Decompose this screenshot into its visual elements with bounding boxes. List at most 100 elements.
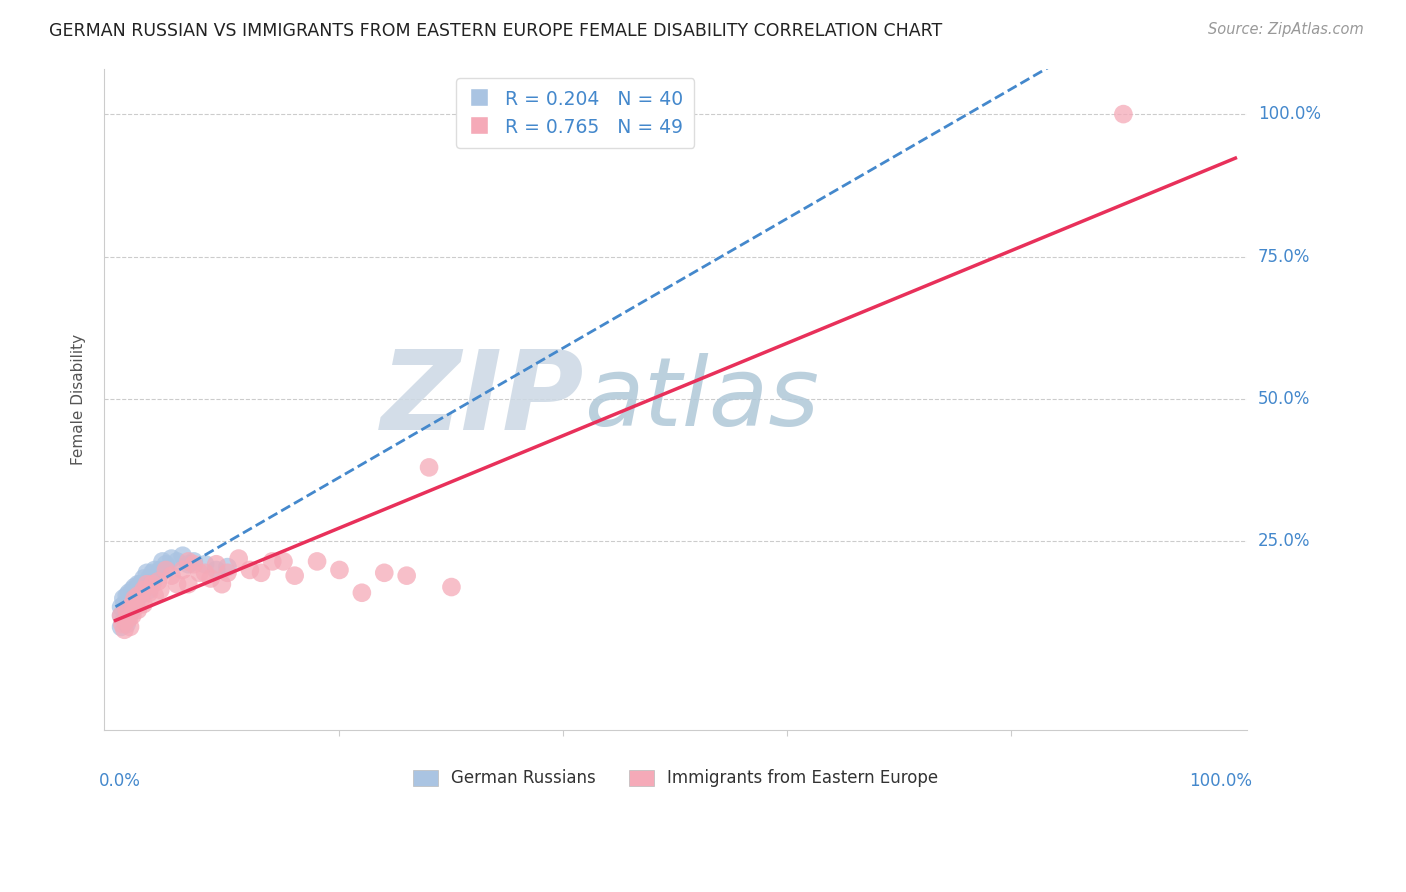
Point (114, 614, 136, 628)
Point (239, 563, 262, 577)
Text: 75.0%: 75.0% (1258, 248, 1310, 266)
Text: Source: ZipAtlas.com: Source: ZipAtlas.com (1208, 22, 1364, 37)
Point (250, 566, 273, 580)
Point (200, 572, 222, 586)
Point (115, 603, 138, 617)
Point (177, 558, 200, 572)
Text: atlas: atlas (583, 352, 820, 445)
Point (121, 582, 143, 597)
Point (138, 572, 160, 586)
Point (115, 589, 138, 603)
Point (194, 566, 217, 580)
Point (118, 586, 141, 600)
Point (135, 566, 157, 580)
Point (138, 586, 160, 600)
Point (114, 597, 136, 611)
Point (155, 563, 177, 577)
Point (112, 591, 135, 606)
Point (141, 577, 163, 591)
Point (149, 582, 172, 597)
Point (211, 577, 233, 591)
Point (228, 551, 250, 566)
Point (114, 611, 136, 625)
Text: 100.0%: 100.0% (1258, 105, 1320, 123)
Point (146, 574, 169, 589)
Point (127, 577, 149, 591)
Point (110, 608, 132, 623)
Point (121, 591, 143, 606)
Point (152, 554, 174, 568)
Text: GERMAN RUSSIAN VS IMMIGRANTS FROM EASTERN EUROPE FEMALE DISABILITY CORRELATION C: GERMAN RUSSIAN VS IMMIGRANTS FROM EASTER… (49, 22, 942, 40)
Point (328, 563, 350, 577)
Point (132, 597, 155, 611)
Point (110, 620, 132, 634)
Point (115, 617, 138, 632)
Text: 50.0%: 50.0% (1258, 390, 1310, 408)
Point (129, 594, 152, 608)
Point (149, 563, 172, 577)
Point (160, 551, 183, 566)
Point (138, 582, 160, 597)
Point (217, 560, 239, 574)
Point (132, 572, 155, 586)
Point (118, 606, 141, 620)
Point (114, 623, 136, 637)
Point (124, 591, 146, 606)
Text: ZIP: ZIP (381, 345, 583, 452)
Point (273, 554, 295, 568)
Point (115, 603, 138, 617)
Point (124, 599, 146, 614)
Point (118, 620, 141, 634)
Point (121, 608, 143, 623)
Text: 0.0%: 0.0% (98, 772, 141, 790)
Point (307, 554, 329, 568)
Point (141, 566, 163, 580)
Point (124, 589, 146, 603)
Point (129, 577, 152, 591)
Point (440, 580, 463, 594)
Point (177, 554, 200, 568)
Point (217, 566, 239, 580)
Point (1112, 107, 1135, 121)
Point (132, 582, 155, 597)
Point (194, 558, 217, 572)
Point (284, 568, 307, 582)
Point (166, 577, 188, 591)
Point (143, 563, 166, 577)
Point (418, 460, 440, 475)
Point (127, 586, 149, 600)
Point (262, 554, 284, 568)
Point (127, 603, 149, 617)
Point (127, 589, 149, 603)
Point (188, 566, 211, 580)
Point (183, 558, 205, 572)
Y-axis label: Female Disability: Female Disability (72, 334, 86, 465)
Point (172, 549, 194, 563)
Point (205, 558, 228, 572)
Legend: German Russians, Immigrants from Eastern Europe: German Russians, Immigrants from Eastern… (406, 763, 945, 794)
Point (350, 586, 373, 600)
Point (143, 589, 166, 603)
Point (111, 617, 134, 632)
Point (205, 563, 228, 577)
Point (118, 611, 141, 625)
Point (166, 554, 188, 568)
Point (132, 582, 155, 597)
Point (124, 597, 146, 611)
Point (135, 577, 157, 591)
Point (110, 599, 132, 614)
Point (155, 558, 177, 572)
Text: 25.0%: 25.0% (1258, 533, 1310, 550)
Point (118, 594, 141, 608)
Point (129, 589, 152, 603)
Point (124, 580, 146, 594)
Point (160, 568, 183, 582)
Point (373, 566, 395, 580)
Point (110, 608, 132, 623)
Point (395, 568, 418, 582)
Text: 100.0%: 100.0% (1189, 772, 1253, 790)
Point (121, 597, 143, 611)
Point (177, 577, 200, 591)
Point (172, 563, 194, 577)
Point (121, 603, 143, 617)
